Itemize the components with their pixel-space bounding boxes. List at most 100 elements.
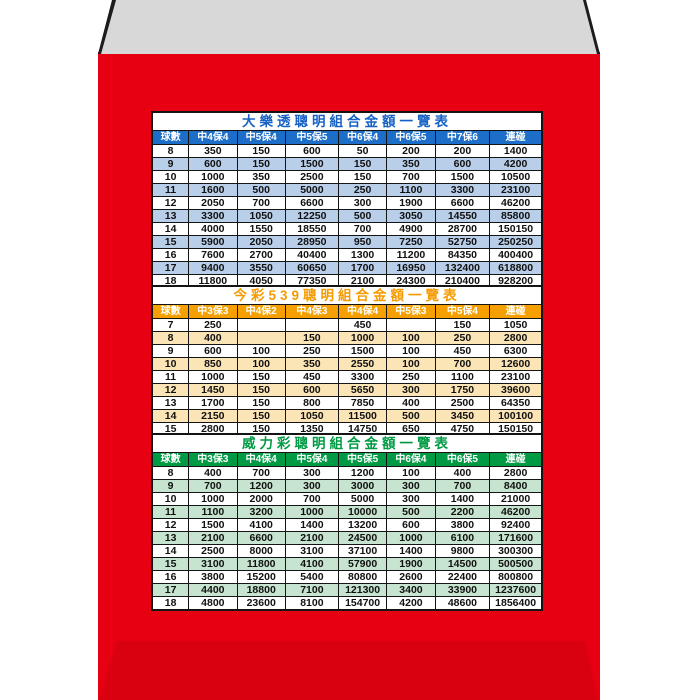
column-header: 中6保4: [337, 130, 388, 145]
table-cell: 24500: [337, 531, 388, 545]
table-cell: 700: [337, 222, 388, 236]
table-cell: 11200: [386, 248, 436, 262]
table-row: 13 1700 150 800 7850 400 2500 64350: [151, 396, 543, 410]
table-row: 13 3300 1050 12250 500 3050 14550 85800: [151, 209, 543, 223]
table-cell: 3000: [337, 479, 388, 493]
table-cell: 64350: [489, 396, 543, 410]
table-row: 15 5900 2050 28950 950 7250 52750 250250: [151, 235, 543, 249]
table-cell: 1237600: [489, 583, 543, 597]
table-cell: 150: [236, 157, 286, 171]
table-cell: 3300: [188, 209, 238, 223]
table-cell: 200: [386, 144, 436, 158]
table-cell: 100: [386, 357, 436, 371]
envelope-top-flap: [101, 0, 597, 54]
table-cell: 500500: [489, 557, 543, 571]
table-row: 11 1600 500 5000 250 1100 3300 23100: [151, 183, 543, 197]
table-cell: 150: [236, 396, 286, 410]
table-cell: 8: [151, 144, 190, 158]
table-cell: 40400: [284, 248, 339, 262]
column-header: 中5保4: [284, 452, 339, 467]
table-cell: 100100: [489, 409, 543, 423]
table-cell: 57900: [337, 557, 388, 571]
table-cell: 4200: [386, 596, 436, 611]
table-cell: 12: [151, 196, 190, 210]
table-cell: 2500: [284, 170, 339, 184]
table-cell: 1700: [337, 261, 388, 275]
table-title-row: 大樂透聰明組合金額一覽表: [151, 111, 543, 131]
table-cell: 18: [151, 596, 190, 611]
table-cell: 9: [151, 157, 190, 171]
table-cell: 300: [386, 492, 436, 506]
table-cell: 350: [236, 170, 286, 184]
table-cell: 800: [284, 396, 339, 410]
table-cell: 150: [434, 318, 491, 332]
table-cell: 9: [151, 479, 190, 493]
table-cell: 14500: [434, 557, 491, 571]
table-cell: 150: [337, 170, 388, 184]
table-cell: 17: [151, 261, 190, 275]
table-row: 14 2150 150 1050 11500 500 3450 100100: [151, 409, 543, 423]
table-cell: 8: [151, 466, 190, 480]
table-cell: 4000: [188, 222, 238, 236]
table-cell: 1000: [188, 492, 238, 506]
table-cell: 400: [188, 466, 238, 480]
table-cell: 7250: [386, 235, 436, 249]
table-cell: 39600: [489, 383, 543, 397]
table-cell: 10500: [489, 170, 543, 184]
table-cell: 1100: [188, 505, 238, 519]
table-cell: 400: [188, 331, 238, 345]
table-row: 15 3100 11800 4100 57900 1900 14500 500500: [151, 557, 543, 571]
table-cell: 17: [151, 583, 190, 597]
column-header: 中4保4: [188, 130, 238, 145]
table-cell: 8: [151, 331, 190, 345]
payout-table-1: 大樂透聰明組合金額一覽表 球數 中4保4 中5保4 中5保5 中6保4 中6保5 中7保6 連碰…: [151, 111, 543, 289]
table-cell: 10: [151, 170, 190, 184]
table-cell: 13: [151, 396, 190, 410]
table-cell: 11: [151, 370, 190, 384]
table-cell: 8400: [489, 479, 543, 493]
table-cell: 1700: [188, 396, 238, 410]
table-cell: 600: [188, 157, 238, 171]
column-header: 中3保3: [188, 304, 238, 319]
table-cell: 2050: [188, 196, 238, 210]
table-cell: 500: [386, 505, 436, 519]
table-cell: 8100: [284, 596, 339, 611]
table-row: 10 1000 350 2500 150 700 1500 10500: [151, 170, 543, 184]
table-cell: 1500: [284, 157, 339, 171]
table-cell: 150: [236, 383, 286, 397]
table-row: 16 3800 15200 5400 80800 2600 22400 800800: [151, 570, 543, 584]
table-row: 14 2500 8000 3100 37100 1400 9800 300300: [151, 544, 543, 558]
table-cell: 150: [236, 144, 286, 158]
table-cell: 800800: [489, 570, 543, 584]
table-cell: 700: [188, 479, 238, 493]
table-cell: 150: [284, 331, 339, 345]
table-cell: [284, 318, 339, 332]
table-cell: 1000: [337, 331, 388, 345]
table-cell: 300300: [489, 544, 543, 558]
table-cell: 14: [151, 544, 190, 558]
table-row: 12 1500 4100 1400 13200 600 3800 92400: [151, 518, 543, 532]
table-cell: 400400: [489, 248, 543, 262]
table-cell: 11800: [236, 557, 286, 571]
table-cell: 12600: [489, 357, 543, 371]
table-cell: 121300: [337, 583, 388, 597]
table-cell: 250: [386, 370, 436, 384]
table-cell: 600: [284, 383, 339, 397]
table-cell: 132400: [434, 261, 491, 275]
table-cell: 12: [151, 518, 190, 532]
table-cell: 100: [386, 466, 436, 480]
table-cell: 15200: [236, 570, 286, 584]
table-cell: 2500: [188, 544, 238, 558]
table-cell: 4100: [236, 518, 286, 532]
column-header: 中5保3: [386, 304, 436, 319]
table-cell: 60650: [284, 261, 339, 275]
table-cell: 22400: [434, 570, 491, 584]
table-cell: 2700: [236, 248, 286, 262]
table-cell: 1000: [284, 505, 339, 519]
table-cell: 12250: [284, 209, 339, 223]
column-header: 球數: [151, 452, 190, 467]
column-header: 中5保5: [337, 452, 388, 467]
table-row: 18 4800 23600 8100 154700 4200 48600 1856400: [151, 596, 543, 611]
table-cell: 1000: [188, 370, 238, 384]
table-cell: 2050: [236, 235, 286, 249]
